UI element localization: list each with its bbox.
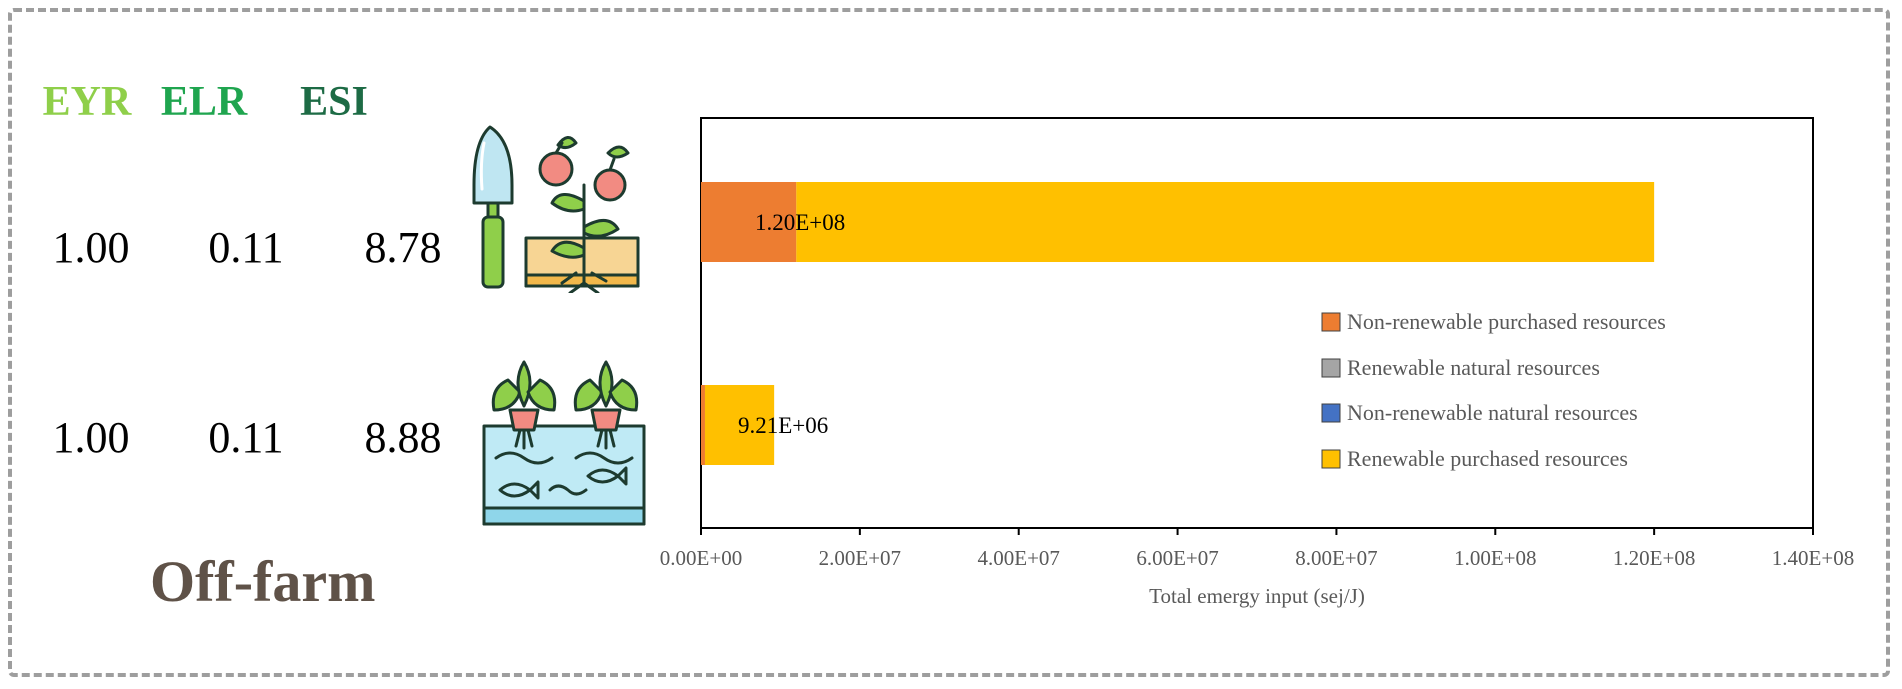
legend-label-1: Renewable natural resources <box>1347 355 1600 380</box>
x-tick-label-2: 4.00E+07 <box>978 546 1060 570</box>
dashed-frame <box>8 8 1890 677</box>
row2-esi-value: 8.88 <box>364 413 442 462</box>
row2-elr-value: 0.11 <box>208 413 284 462</box>
data-label-1: 9.21E+06 <box>738 413 828 438</box>
bar-0-series-0 <box>701 182 797 262</box>
legend-swatch-2 <box>1321 403 1341 423</box>
off-farm-label: Off-farm <box>150 549 376 614</box>
data-label-0: 1.20E+08 <box>755 210 845 235</box>
bar-1-series-0 <box>701 385 705 465</box>
row1-elr-value: 0.11 <box>208 223 284 272</box>
aquaponics-icon <box>482 360 646 526</box>
x-tick-label-0: 0.00E+00 <box>660 546 742 570</box>
x-tick-label-5: 1.00E+08 <box>1454 546 1536 570</box>
row1-eyr-value: 1.00 <box>52 223 130 272</box>
x-tick-label-3: 6.00E+07 <box>1136 546 1218 570</box>
legend-swatch-3 <box>1321 449 1341 469</box>
legend-swatch-0 <box>1321 312 1341 332</box>
x-axis-title: Total emergy input (sej/J) <box>1149 584 1365 608</box>
legend-label-0: Non-renewable purchased resources <box>1347 309 1666 334</box>
bar-0-series-3 <box>796 182 1655 262</box>
row1-esi-value: 8.78 <box>364 223 442 272</box>
legend-swatch-1 <box>1321 358 1341 378</box>
x-tick-label-1: 2.00E+07 <box>819 546 901 570</box>
bar-1-series-3 <box>704 385 775 465</box>
soil-cultivation-icon <box>472 125 640 293</box>
row2-eyr-value: 1.00 <box>52 413 130 462</box>
x-tick-label-6: 1.20E+08 <box>1613 546 1695 570</box>
header-elr: ELR <box>160 79 248 125</box>
header-eyr: EYR <box>42 79 132 125</box>
header-esi: ESI <box>300 79 368 125</box>
legend-label-2: Non-renewable natural resources <box>1347 400 1638 425</box>
x-tick-label-7: 1.40E+08 <box>1772 546 1854 570</box>
legend-label-3: Renewable purchased resources <box>1347 446 1628 471</box>
x-tick-label-4: 8.00E+07 <box>1295 546 1377 570</box>
